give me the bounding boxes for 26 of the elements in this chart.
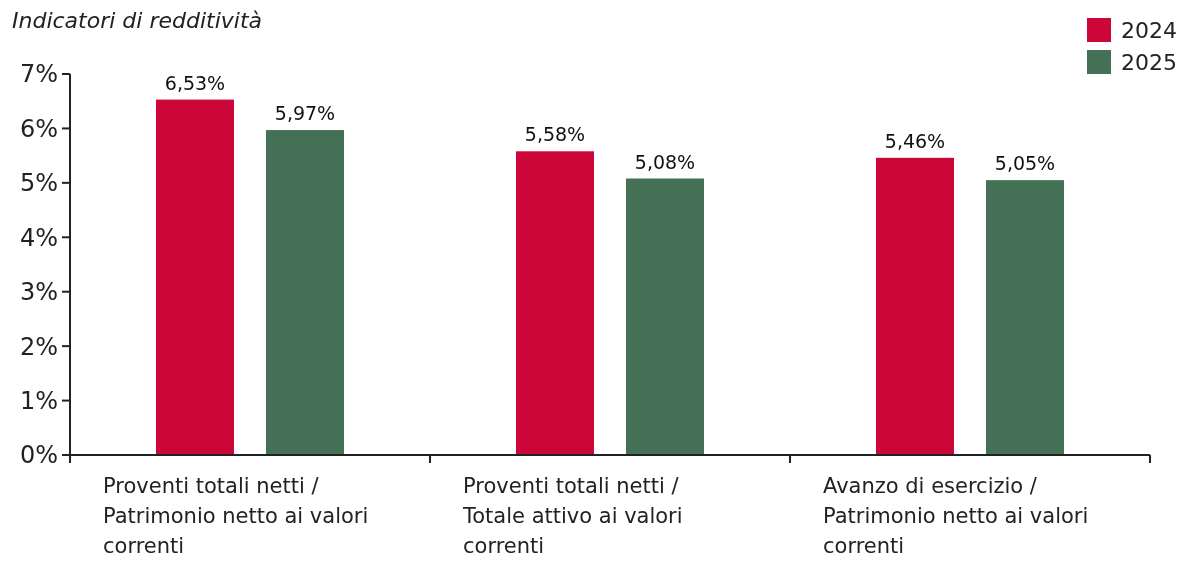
y-tick-label: 1%	[19, 386, 58, 415]
bar	[516, 151, 594, 455]
y-tick-label: 0%	[19, 441, 58, 470]
y-tick-label: 7%	[19, 60, 58, 89]
y-tick-label: 3%	[19, 278, 58, 307]
bar	[266, 130, 344, 455]
legend-label: 2024	[1121, 17, 1177, 43]
data-label: 5,58%	[524, 123, 586, 146]
bar	[986, 180, 1064, 455]
x-tick-label: Avanzo di esercizio / Patrimonio netto ai valori correnti	[823, 474, 1089, 558]
x-tick-label: Proventi totali netti / Patrimonio netto ai valori correnti	[103, 474, 369, 558]
y-tick-label: 2%	[19, 332, 58, 361]
data-label: 5,05%	[994, 152, 1056, 175]
data-label: 5,08%	[634, 150, 696, 173]
x-tick-label: Proventi totali netti / Totale attivo ai valori correnti	[462, 474, 683, 558]
y-tick-label: 4%	[19, 223, 58, 252]
bar	[876, 157, 954, 455]
data-label: 5,97%	[274, 102, 336, 125]
bar	[156, 99, 234, 455]
y-tick-label: 5%	[19, 169, 58, 198]
data-label: 5,46%	[884, 129, 946, 152]
data-label: 6,53%	[164, 71, 226, 94]
chart-title: Indicatori di redditività	[12, 8, 262, 33]
y-tick-label: 6%	[19, 114, 58, 143]
bar	[626, 178, 704, 455]
legend-label: 2025	[1121, 49, 1177, 75]
